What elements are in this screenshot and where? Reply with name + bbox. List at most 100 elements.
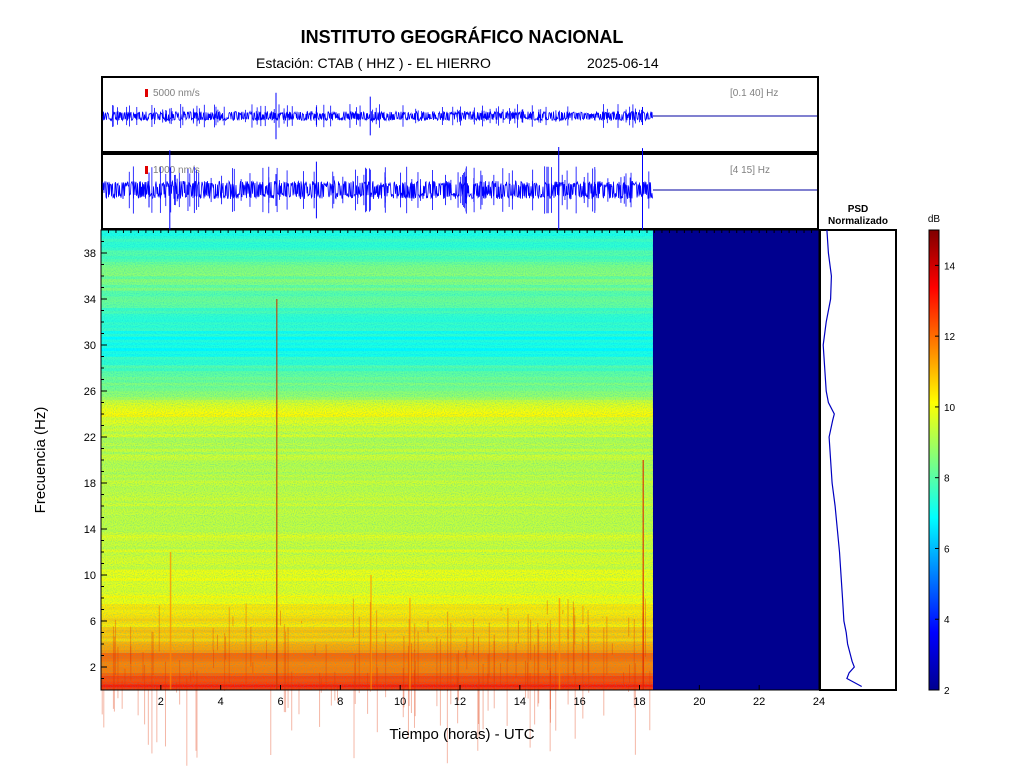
event-streak <box>507 608 509 662</box>
event-streak <box>582 638 584 719</box>
event-streak <box>228 607 230 683</box>
event-streak <box>573 607 575 674</box>
event-streak <box>367 672 369 714</box>
event-streak <box>477 685 479 751</box>
event-streak <box>572 601 574 676</box>
event-streak <box>130 646 132 681</box>
event-streak <box>287 627 289 708</box>
event-streak <box>213 649 215 669</box>
event-streak <box>482 663 484 730</box>
event-streak <box>176 682 178 693</box>
event-streak <box>353 680 355 759</box>
event-streak <box>112 626 114 709</box>
event-streak <box>283 624 285 713</box>
event-streak <box>450 622 452 705</box>
spectrogram-noise <box>101 230 653 690</box>
event-streak <box>298 682 300 715</box>
event-streak <box>408 619 410 707</box>
event-streak <box>250 626 252 667</box>
event-streak <box>500 607 502 611</box>
event-streak <box>403 635 405 708</box>
event-streak <box>549 667 551 752</box>
event-streak <box>478 636 480 724</box>
event-streak <box>517 620 519 644</box>
event-streak <box>414 660 416 717</box>
page-title: INSTITUTO GEOGRÁFICO NACIONAL <box>300 27 624 47</box>
event-streak <box>291 671 293 731</box>
y-tick-label: 34 <box>84 294 96 306</box>
event-streak <box>195 683 197 751</box>
trace-waveform <box>102 147 817 233</box>
event-streak <box>436 636 438 707</box>
event-streak <box>611 643 613 655</box>
psd-subtitle: Normalizado <box>828 216 888 227</box>
event-streak <box>224 632 226 691</box>
scale-bar-icon <box>145 166 148 174</box>
event-streak <box>226 684 228 690</box>
event-streak <box>527 614 529 699</box>
y-tick-label: 14 <box>84 524 96 536</box>
event-streak <box>487 673 489 685</box>
event-streak <box>500 663 502 685</box>
trace-scale-label: 1000 nm/s <box>153 165 200 176</box>
event-streak <box>314 644 316 656</box>
event-streak <box>555 650 557 731</box>
event-streak <box>567 599 569 640</box>
x-tick-label: 12 <box>454 696 466 708</box>
event-streak <box>354 654 356 704</box>
event-streak <box>376 610 378 686</box>
event-streak <box>285 631 287 713</box>
trace-scale-label: 5000 nm/s <box>153 88 200 99</box>
event-streak <box>603 627 605 716</box>
psd-curve <box>822 229 862 688</box>
trace-band-label: [4 15] Hz <box>730 165 770 176</box>
event-streak <box>152 632 154 676</box>
y-axis-label: Frecuencia (Hz) <box>32 407 49 514</box>
event-streak <box>385 633 387 698</box>
event-streak <box>276 299 278 690</box>
event-streak <box>121 680 123 709</box>
event-streak <box>634 663 636 755</box>
x-tick-label: 20 <box>693 696 705 708</box>
event-streak <box>352 598 354 638</box>
event-streak <box>156 685 158 743</box>
colorbar-tick-label: 10 <box>944 403 956 414</box>
event-streak <box>642 460 644 690</box>
y-tick-label: 38 <box>84 248 96 260</box>
event-streak <box>417 631 419 685</box>
event-streak <box>358 616 360 694</box>
event-streak <box>179 660 181 705</box>
colorbar-tick-label: 2 <box>944 686 950 697</box>
trace-waveform <box>102 92 817 140</box>
event-streak <box>457 650 459 701</box>
event-streak <box>447 611 449 692</box>
event-streak <box>446 688 448 764</box>
event-streak <box>369 601 371 692</box>
event-streak <box>414 623 416 685</box>
trace-panel-broadband: 5000 nm/s [0.1 40] Hz <box>101 76 819 153</box>
event-streak <box>265 640 267 659</box>
event-streak <box>530 619 532 660</box>
event-streak <box>245 603 247 684</box>
event-streak <box>642 612 644 675</box>
colorbar-tick-label: 12 <box>944 332 956 343</box>
colorbar-ticks: 2 4 6 8 10 12 14 <box>935 261 956 697</box>
event-streak <box>478 678 480 737</box>
event-streak <box>124 668 126 687</box>
x-tick-label: 6 <box>277 696 283 708</box>
event-streak <box>602 616 604 618</box>
event-streak <box>101 677 103 715</box>
event-streak <box>336 686 338 703</box>
x-tick-label: 16 <box>574 696 586 708</box>
y-tick-label: 2 <box>90 662 96 674</box>
event-streak <box>644 598 646 657</box>
event-streak <box>319 672 321 727</box>
event-streak <box>164 661 166 747</box>
event-streak <box>574 615 576 645</box>
event-streak <box>582 605 584 624</box>
event-streak <box>410 643 412 714</box>
event-streak <box>196 670 198 758</box>
colorbar-tick-label: 6 <box>944 544 950 555</box>
trace-signal <box>102 110 653 122</box>
